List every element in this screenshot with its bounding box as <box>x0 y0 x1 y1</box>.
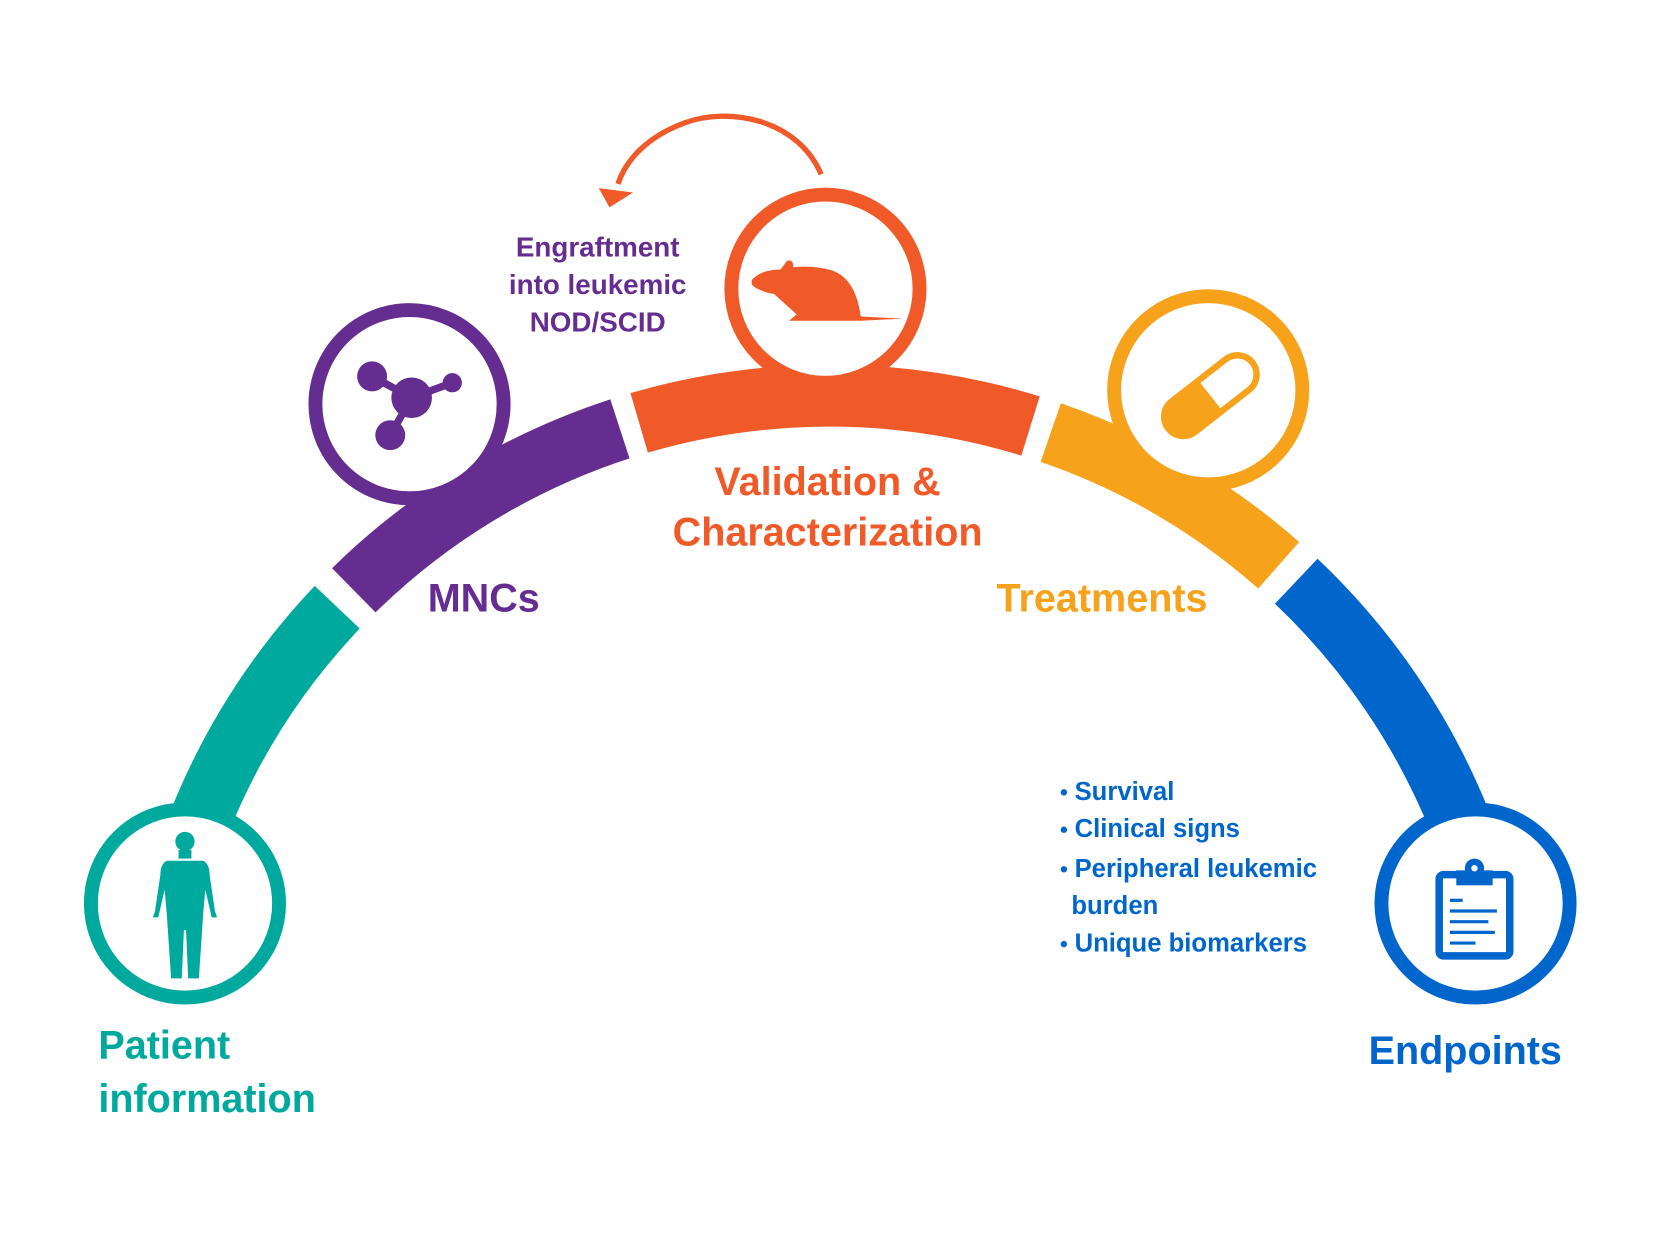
endpoint-list: Survival Clinical signs Peripheral leuke… <box>1060 778 1317 958</box>
engraftment-line3: NOD/SCID <box>530 306 666 337</box>
list-item: Unique biomarkers <box>1075 930 1307 958</box>
patient-label-line1: Patient <box>98 1024 230 1068</box>
treatments-label: Treatments <box>997 577 1208 621</box>
arc-segment-mncs <box>332 399 630 613</box>
mouse-icon <box>751 260 904 321</box>
patient-node <box>83 802 287 1005</box>
molecule-icon <box>357 361 462 451</box>
curved-arrow-icon <box>598 113 824 208</box>
engraftment-line1: Engraftment <box>516 232 680 263</box>
list-item: Peripheral leukemic <box>1075 855 1317 883</box>
clipboard-icon <box>1435 858 1514 960</box>
mncs-label: MNCs <box>428 577 540 621</box>
human-body-icon <box>152 831 218 979</box>
endpoints-label: Endpoints <box>1369 1029 1562 1073</box>
treatments-node <box>1107 289 1310 492</box>
list-item: Clinical signs <box>1075 815 1240 843</box>
arc-segment-validation <box>630 364 1040 456</box>
patient-label-line2: information <box>98 1077 316 1121</box>
engraftment-note: Engraftment into leukemic NOD/SCID <box>509 232 687 338</box>
list-item-continuation: burden <box>1071 892 1158 920</box>
arc-segment-treatments <box>1040 403 1300 589</box>
arc-segment-endpoints <box>1274 558 1488 833</box>
mncs-node <box>308 303 511 506</box>
validation-label-line2: Characterization <box>673 510 983 554</box>
arc-segment-patient <box>171 585 360 833</box>
pill-capsule-icon <box>1160 352 1260 440</box>
validation-label-line1: Validation & <box>714 460 940 504</box>
validation-node <box>724 187 927 390</box>
endpoints-node <box>1374 802 1577 1005</box>
list-item: Survival <box>1075 778 1175 806</box>
engraftment-line2: into leukemic <box>509 269 687 300</box>
arc-band <box>171 364 1488 833</box>
